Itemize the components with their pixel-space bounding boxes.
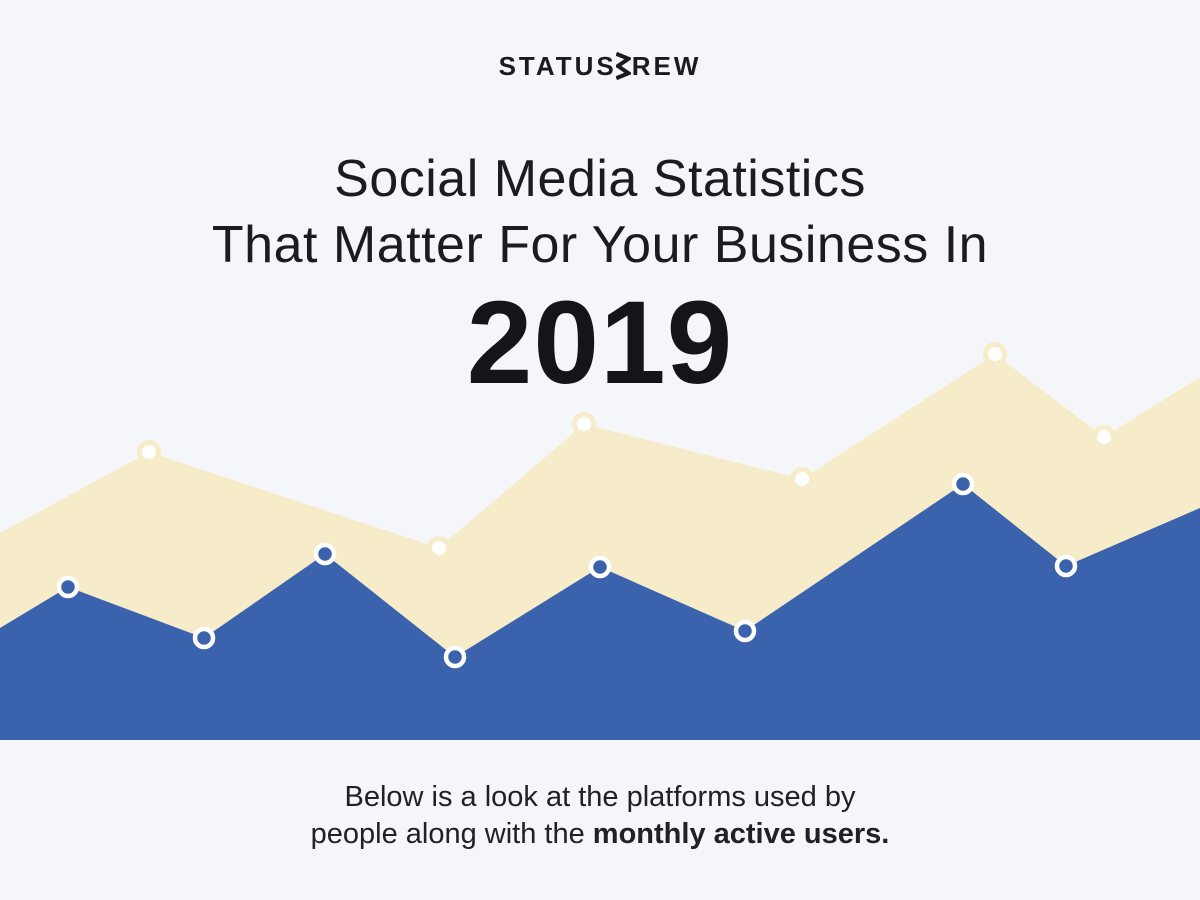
- footer-line-1: Below is a look at the platforms used by: [344, 781, 856, 813]
- footer-line-2-regular: people along with the: [310, 818, 593, 850]
- back-area-marker: [572, 412, 596, 436]
- footer-text: Below is a look at the platforms used by…: [0, 779, 1200, 853]
- back-area-marker: [983, 342, 1007, 366]
- title-year: 2019: [466, 277, 734, 409]
- front-area-marker: [951, 472, 975, 496]
- front-area-marker: [733, 619, 757, 643]
- title-block: Social Media Statistics That Matter For …: [0, 146, 1200, 402]
- back-area-marker: [790, 467, 814, 491]
- title-line-2: That Matter For Your Business In: [211, 216, 989, 274]
- title-line-1: Social Media Statistics: [334, 150, 866, 208]
- back-area-marker: [1092, 425, 1116, 449]
- front-area-marker: [313, 542, 337, 566]
- logo-text-suffix: REW: [631, 51, 702, 81]
- front-area-marker: [1054, 554, 1078, 578]
- front-area-marker: [56, 575, 80, 599]
- footer-line-2-bold: monthly active users.: [592, 818, 890, 850]
- front-area-path: [0, 484, 1200, 740]
- back-area-marker: [427, 536, 451, 560]
- back-area-marker: [137, 440, 161, 464]
- statusbrew-logo: STATUS REW: [0, 51, 1200, 81]
- angular-b-icon: [615, 51, 631, 81]
- front-area-marker: [192, 626, 216, 650]
- logo-text-prefix: STATUS: [498, 51, 617, 81]
- footer-line-2: people along with the monthly active use…: [0, 816, 1200, 853]
- front-area-marker: [588, 555, 612, 579]
- front-area-marker: [443, 645, 467, 669]
